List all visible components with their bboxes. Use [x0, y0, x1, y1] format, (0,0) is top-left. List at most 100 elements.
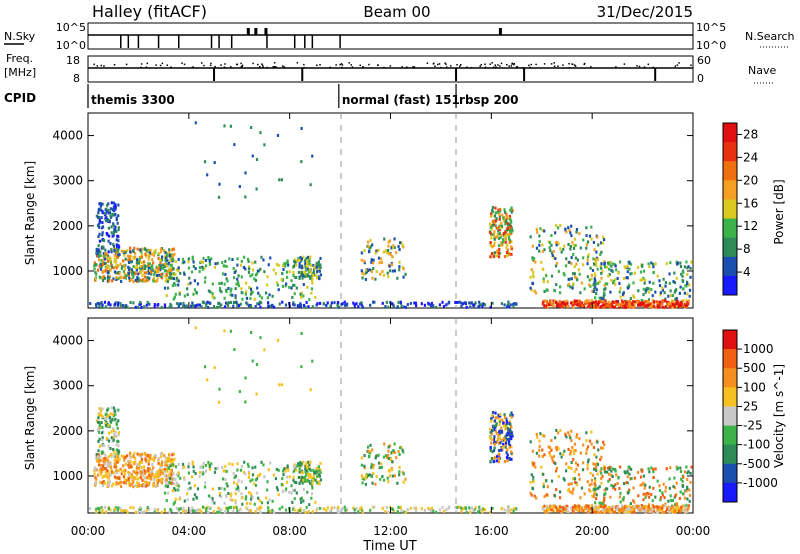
power-cell: [236, 304, 239, 308]
velocity-cell: [550, 479, 554, 483]
velocity-cell: [637, 504, 640, 508]
velocity-cell: [680, 477, 683, 481]
velocity-cell: [391, 474, 394, 478]
velocity-cell: [688, 493, 692, 497]
power-cell: [244, 171, 247, 175]
velocity-cell: [626, 475, 629, 479]
colorbar-swatch: [723, 349, 737, 369]
power-cell: [309, 276, 312, 280]
power-cell: [108, 211, 112, 215]
velocity-cell: [306, 460, 310, 464]
power-cell: [398, 268, 401, 272]
power-cell: [275, 262, 279, 266]
velocity-cell: [609, 509, 612, 513]
velocity-cell: [505, 456, 509, 460]
velocity-cell: [363, 464, 366, 468]
velocity-cell: [251, 466, 254, 470]
velocity-cell: [610, 483, 613, 487]
velocity-cell: [499, 441, 502, 445]
power-cell: [600, 305, 603, 309]
power-cell: [686, 292, 689, 296]
power-cell: [556, 226, 560, 230]
velocity-cell: [225, 482, 228, 486]
velocity-cell: [616, 505, 619, 509]
power-cell: [596, 235, 599, 239]
velocity-cell: [666, 505, 669, 509]
power-cell: [389, 252, 392, 256]
power-cell: [686, 266, 689, 270]
power-cell: [675, 276, 678, 280]
velocity-cell: [387, 449, 390, 453]
velocity-cell: [619, 465, 622, 469]
power-cell: [109, 207, 112, 211]
power-cell: [639, 303, 642, 307]
power-cell: [595, 261, 598, 265]
power-cell: [119, 304, 122, 308]
power-cell: [157, 256, 160, 260]
power-cell: [375, 270, 378, 274]
power-cell: [104, 261, 107, 265]
velocity-cell: [287, 468, 290, 472]
velocity-cell: [99, 455, 102, 459]
power-cell: [489, 232, 493, 236]
velocity-cell: [662, 482, 665, 486]
velocity-cell: [314, 500, 317, 504]
velocity-cell: [639, 483, 642, 487]
power-cell: [593, 248, 596, 252]
power-cell: [291, 295, 294, 299]
freq-frame: [87, 55, 694, 83]
nave-point: [615, 66, 617, 68]
power-cell: [152, 261, 155, 265]
velocity-cell: [220, 495, 223, 499]
power-cell: [555, 261, 559, 265]
velocity-cell: [565, 504, 568, 508]
nave-point: [159, 64, 162, 67]
velocity-cell: [665, 510, 668, 514]
power-cell: [237, 274, 240, 278]
power-cell: [100, 301, 103, 305]
nsky-tick-top: 10^5: [56, 21, 86, 34]
power-cell: [171, 248, 174, 252]
velocity-cell: [281, 489, 285, 493]
power-cell: [386, 271, 389, 275]
velocity-cell: [307, 472, 310, 476]
velocity-cell: [572, 451, 576, 455]
velocity-cell: [134, 456, 137, 460]
power-cell: [140, 271, 143, 275]
power-cell: [621, 304, 625, 308]
power-cell: [226, 301, 229, 305]
velocity-cell: [330, 506, 333, 510]
power-cell: [192, 260, 195, 264]
velocity-cell: [657, 505, 660, 509]
velocity-cell: [570, 482, 573, 486]
power-cell: [592, 290, 595, 294]
velocity-cell: [489, 437, 493, 441]
velocity-cell: [120, 472, 123, 476]
power-cell: [117, 264, 120, 268]
velocity-cell: [569, 490, 572, 494]
velocity-cell: [93, 466, 96, 470]
velocity-cell: [234, 499, 237, 503]
velocity-cell: [548, 446, 552, 450]
power-cell: [209, 290, 212, 294]
velocity-cell: [317, 469, 320, 473]
nave-point: [638, 65, 641, 68]
nave-point: [259, 65, 261, 68]
velocity-cell: [498, 452, 501, 456]
velocity-cell: [117, 506, 120, 510]
power-cell: [491, 233, 494, 237]
power-cell: [143, 247, 146, 251]
colorbar-swatch: [723, 482, 737, 503]
power-cell: [307, 270, 311, 274]
velocity-cell: [129, 451, 132, 455]
power-cell: [619, 286, 622, 290]
velocity-cell: [109, 412, 112, 416]
velocity-cell: [633, 476, 636, 480]
colorbar-swatch: [723, 406, 737, 427]
velocity-cell: [151, 463, 154, 467]
nave-point: [589, 66, 592, 68]
velocity-cell: [562, 507, 565, 511]
power-cell: [97, 235, 100, 239]
power-cell: [497, 244, 501, 248]
power-cell: [104, 248, 107, 252]
